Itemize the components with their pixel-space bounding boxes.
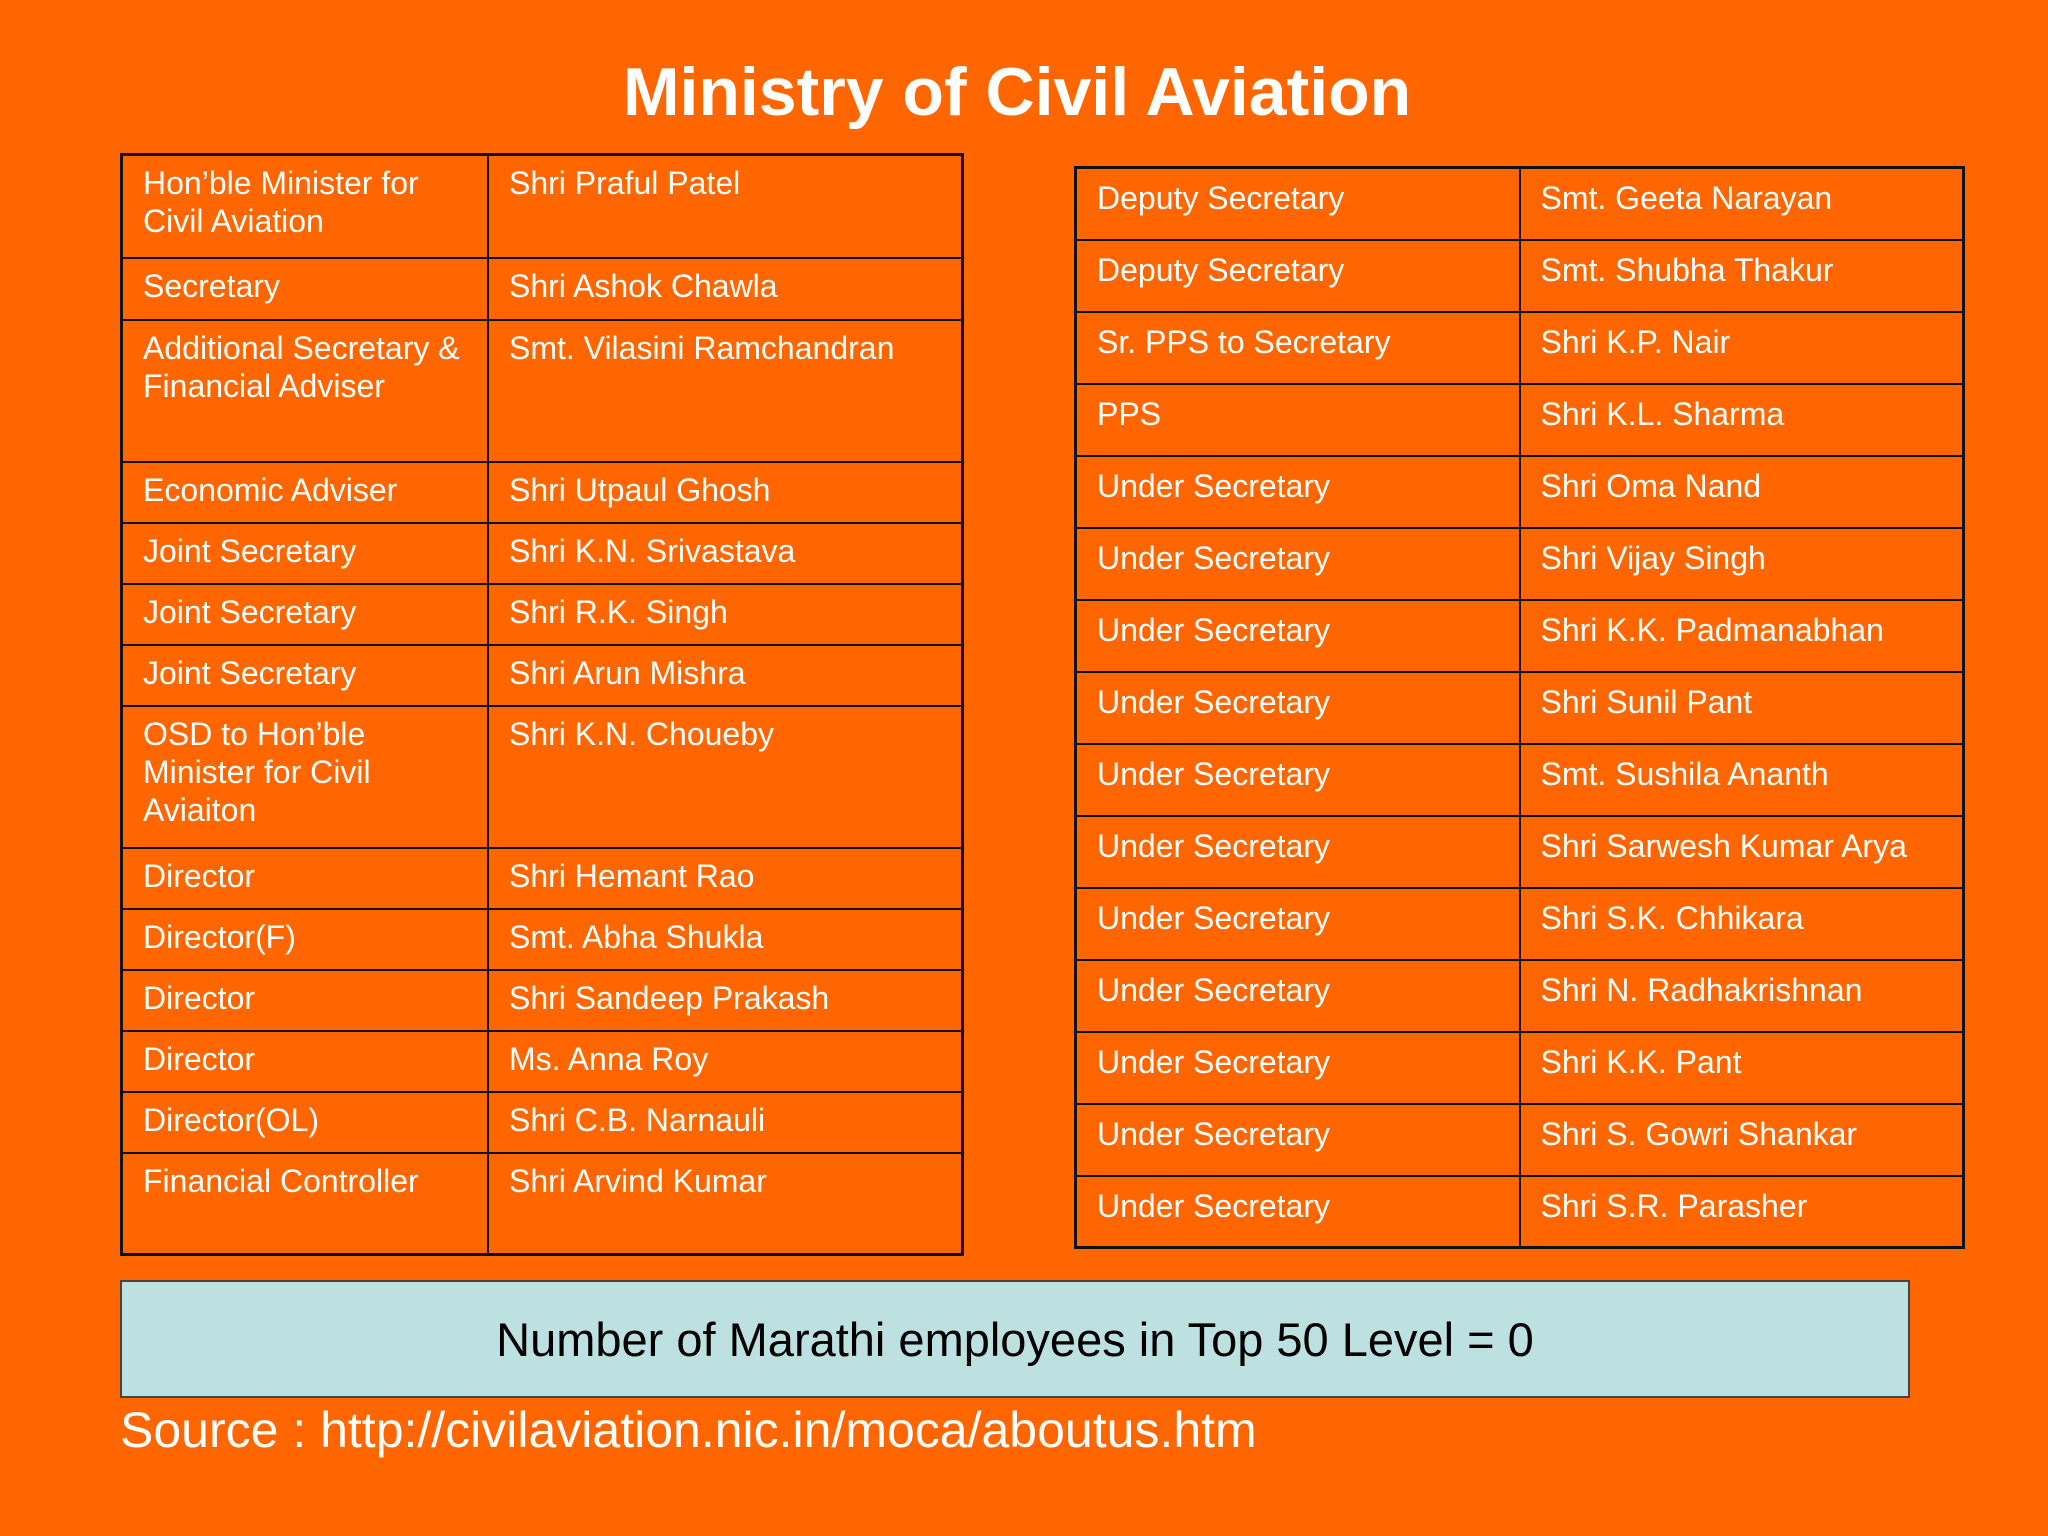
table-row: Under Secretary Shri Vijay Singh [1074,526,1965,601]
table-row: Joint Secretary Shri K.N. Srivastava [120,521,964,585]
table-row: Director Shri Hemant Rao [120,846,964,910]
table-row: Under Secretary Shri S.K. Chhikara [1074,886,1965,961]
name-cell: Shri Sunil Pant [1518,670,1965,745]
name-cell: Shri S.K. Chhikara [1518,886,1965,961]
designation-cell: OSD to Hon’ble Minister for Civil Aviait… [120,704,489,849]
table-row: Under Secretary Shri K.K. Padmanabhan [1074,598,1965,673]
page-title: Ministry of Civil Aviation [622,54,1412,130]
name-cell: Shri C.B. Narnauli [487,1090,964,1154]
table-row: Deputy Secretary Smt. Geeta Narayan [1074,166,1965,241]
designation-cell: Under Secretary [1074,958,1521,1033]
designation-cell: Director [120,968,489,1032]
name-cell: Shri Oma Nand [1518,454,1965,529]
table-row: Sr. PPS to Secretary Shri K.P. Nair [1074,310,1965,385]
designation-cell: Joint Secretary [120,643,489,707]
summary-text: Number of Marathi employees in Top 50 Le… [496,1312,1534,1366]
designation-cell: Joint Secretary [120,521,489,585]
table-row: Deputy Secretary Smt. Shubha Thakur [1074,238,1965,313]
name-cell: Shri K.L. Sharma [1518,382,1965,457]
table-row: Financial Controller Shri Arvind Kumar [120,1151,964,1256]
name-cell: Smt. Shubha Thakur [1518,238,1965,313]
table-row: Under Secretary Shri Sarwesh Kumar Arya [1074,814,1965,889]
designation-cell: Additional Secretary & Financial Adviser [120,318,489,463]
designation-cell: Hon’ble Minister for Civil Aviation [120,153,489,259]
table-row: Economic Adviser Shri Utpaul Ghosh [120,460,964,524]
designation-cell: Deputy Secretary [1074,238,1521,313]
table-row: Under Secretary Shri Oma Nand [1074,454,1965,529]
designation-cell: Economic Adviser [120,460,489,524]
designation-cell: Sr. PPS to Secretary [1074,310,1521,385]
name-cell: Shri S.R. Parasher [1518,1174,1965,1249]
designation-cell: PPS [1074,382,1521,457]
designation-cell: Deputy Secretary [1074,166,1521,241]
left-officials-table: Hon’ble Minister for Civil Aviation Shri… [120,153,964,1256]
designation-cell: Joint Secretary [120,582,489,646]
name-cell: Shri K.K. Pant [1518,1030,1965,1105]
designation-cell: Director(F) [120,907,489,971]
designation-cell: Under Secretary [1074,670,1521,745]
name-cell: Shri Arvind Kumar [487,1151,964,1256]
name-cell: Smt. Vilasini Ramchandran [487,318,964,463]
table-row: Secretary Shri Ashok Chawla [120,256,964,321]
name-cell: Shri K.K. Padmanabhan [1518,598,1965,673]
table-row: Hon’ble Minister for Civil Aviation Shri… [120,153,964,259]
designation-cell: Under Secretary [1074,1102,1521,1177]
designation-cell: Under Secretary [1074,886,1521,961]
name-cell: Smt. Geeta Narayan [1518,166,1965,241]
designation-cell: Under Secretary [1074,526,1521,601]
table-row: Director Shri Sandeep Prakash [120,968,964,1032]
table-row: Under Secretary Smt. Sushila Ananth [1074,742,1965,817]
designation-cell: Director [120,846,489,910]
name-cell: Shri Ashok Chawla [487,256,964,321]
source-citation: Source : http://civilaviation.nic.in/moc… [120,1402,1257,1458]
designation-cell: Secretary [120,256,489,321]
table-row: Joint Secretary Shri R.K. Singh [120,582,964,646]
name-cell: Shri Arun Mishra [487,643,964,707]
designation-cell: Under Secretary [1074,598,1521,673]
name-cell: Smt. Abha Shukla [487,907,964,971]
name-cell: Shri S. Gowri Shankar [1518,1102,1965,1177]
table-row: Joint Secretary Shri Arun Mishra [120,643,964,707]
name-cell: Shri Praful Patel [487,153,964,259]
designation-cell: Under Secretary [1074,742,1521,817]
name-cell: Shri Utpaul Ghosh [487,460,964,524]
table-row: Under Secretary Shri S.R. Parasher [1074,1174,1965,1249]
designation-cell: Under Secretary [1074,1030,1521,1105]
name-cell: Smt. Sushila Ananth [1518,742,1965,817]
table-row: Director(F) Smt. Abha Shukla [120,907,964,971]
designation-cell: Under Secretary [1074,1174,1521,1249]
designation-cell: Under Secretary [1074,454,1521,529]
name-cell: Shri Vijay Singh [1518,526,1965,601]
name-cell: Shri K.N. Srivastava [487,521,964,585]
table-row: Director Ms. Anna Roy [120,1029,964,1093]
name-cell: Shri R.K. Singh [487,582,964,646]
name-cell: Shri N. Radhakrishnan [1518,958,1965,1033]
table-row: PPS Shri K.L. Sharma [1074,382,1965,457]
summary-box: Number of Marathi employees in Top 50 Le… [120,1280,1910,1398]
name-cell: Shri Sarwesh Kumar Arya [1518,814,1965,889]
right-officials-table: Deputy Secretary Smt. Geeta Narayan Depu… [1074,166,1965,1249]
name-cell: Shri Hemant Rao [487,846,964,910]
name-cell: Ms. Anna Roy [487,1029,964,1093]
name-cell: Shri Sandeep Prakash [487,968,964,1032]
table-row: Additional Secretary & Financial Adviser… [120,318,964,463]
table-row: Under Secretary Shri K.K. Pant [1074,1030,1965,1105]
name-cell: Shri K.P. Nair [1518,310,1965,385]
table-row: Under Secretary Shri S. Gowri Shankar [1074,1102,1965,1177]
designation-cell: Financial Controller [120,1151,489,1256]
designation-cell: Under Secretary [1074,814,1521,889]
name-cell: Shri K.N. Choueby [487,704,964,849]
designation-cell: Director(OL) [120,1090,489,1154]
designation-cell: Director [120,1029,489,1093]
table-row: OSD to Hon’ble Minister for Civil Aviait… [120,704,964,849]
table-row: Under Secretary Shri Sunil Pant [1074,670,1965,745]
table-row: Director(OL) Shri C.B. Narnauli [120,1090,964,1154]
table-row: Under Secretary Shri N. Radhakrishnan [1074,958,1965,1033]
